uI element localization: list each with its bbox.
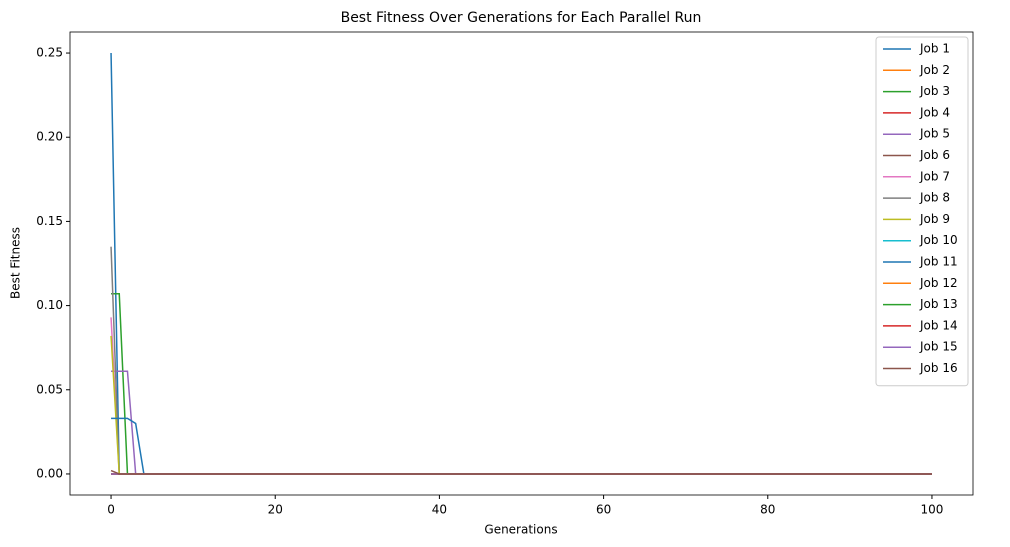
legend-label: Job 3 — [919, 84, 950, 98]
series-line — [110, 335, 932, 475]
x-tick-label: 60 — [596, 503, 611, 517]
y-tick-label: 0.25 — [36, 46, 63, 60]
legend-label: Job 14 — [919, 318, 958, 332]
series-line — [110, 317, 932, 475]
y-tick-label: 0.10 — [36, 298, 63, 312]
legend-label: Job 13 — [919, 297, 958, 311]
series-line — [110, 246, 932, 475]
y-axis-label: Best Fitness — [9, 227, 23, 299]
x-tick-label: 20 — [268, 503, 283, 517]
legend-label: Job 11 — [919, 255, 958, 269]
legend-label: Job 10 — [919, 233, 958, 247]
chart-title: Best Fitness Over Generations for Each P… — [341, 10, 702, 26]
legend-box — [875, 36, 969, 387]
x-tick-label: 100 — [921, 503, 944, 517]
legend-label: Job 15 — [919, 340, 958, 354]
series-line — [111, 417, 932, 475]
y-tick-label: 0.15 — [36, 214, 63, 228]
legend-label: Job 8 — [919, 191, 950, 205]
x-tick-label: 0 — [107, 503, 115, 517]
y-tick-label: 0.00 — [36, 466, 63, 480]
legend-label: Job 9 — [919, 212, 950, 226]
x-tick-label: 80 — [760, 503, 775, 517]
legend-label: Job 16 — [919, 361, 958, 375]
legend-label: Job 4 — [919, 105, 950, 119]
y-tick-label: 0.20 — [36, 130, 63, 144]
series-line — [111, 293, 932, 475]
x-tick-label: 40 — [432, 503, 447, 517]
legend-label: Job 7 — [919, 169, 950, 183]
series-line — [110, 53, 932, 475]
legend-label: Job 5 — [919, 127, 950, 141]
legend-label: Job 12 — [919, 276, 958, 290]
series-line — [111, 370, 932, 475]
x-axis-label: Generations — [484, 523, 557, 537]
series-line — [110, 469, 932, 475]
axes-frame — [69, 31, 974, 496]
y-tick-label: 0.05 — [36, 382, 63, 396]
legend-label: Job 1 — [919, 42, 950, 56]
legend-label: Job 2 — [919, 63, 950, 77]
legend-label: Job 6 — [919, 148, 950, 162]
